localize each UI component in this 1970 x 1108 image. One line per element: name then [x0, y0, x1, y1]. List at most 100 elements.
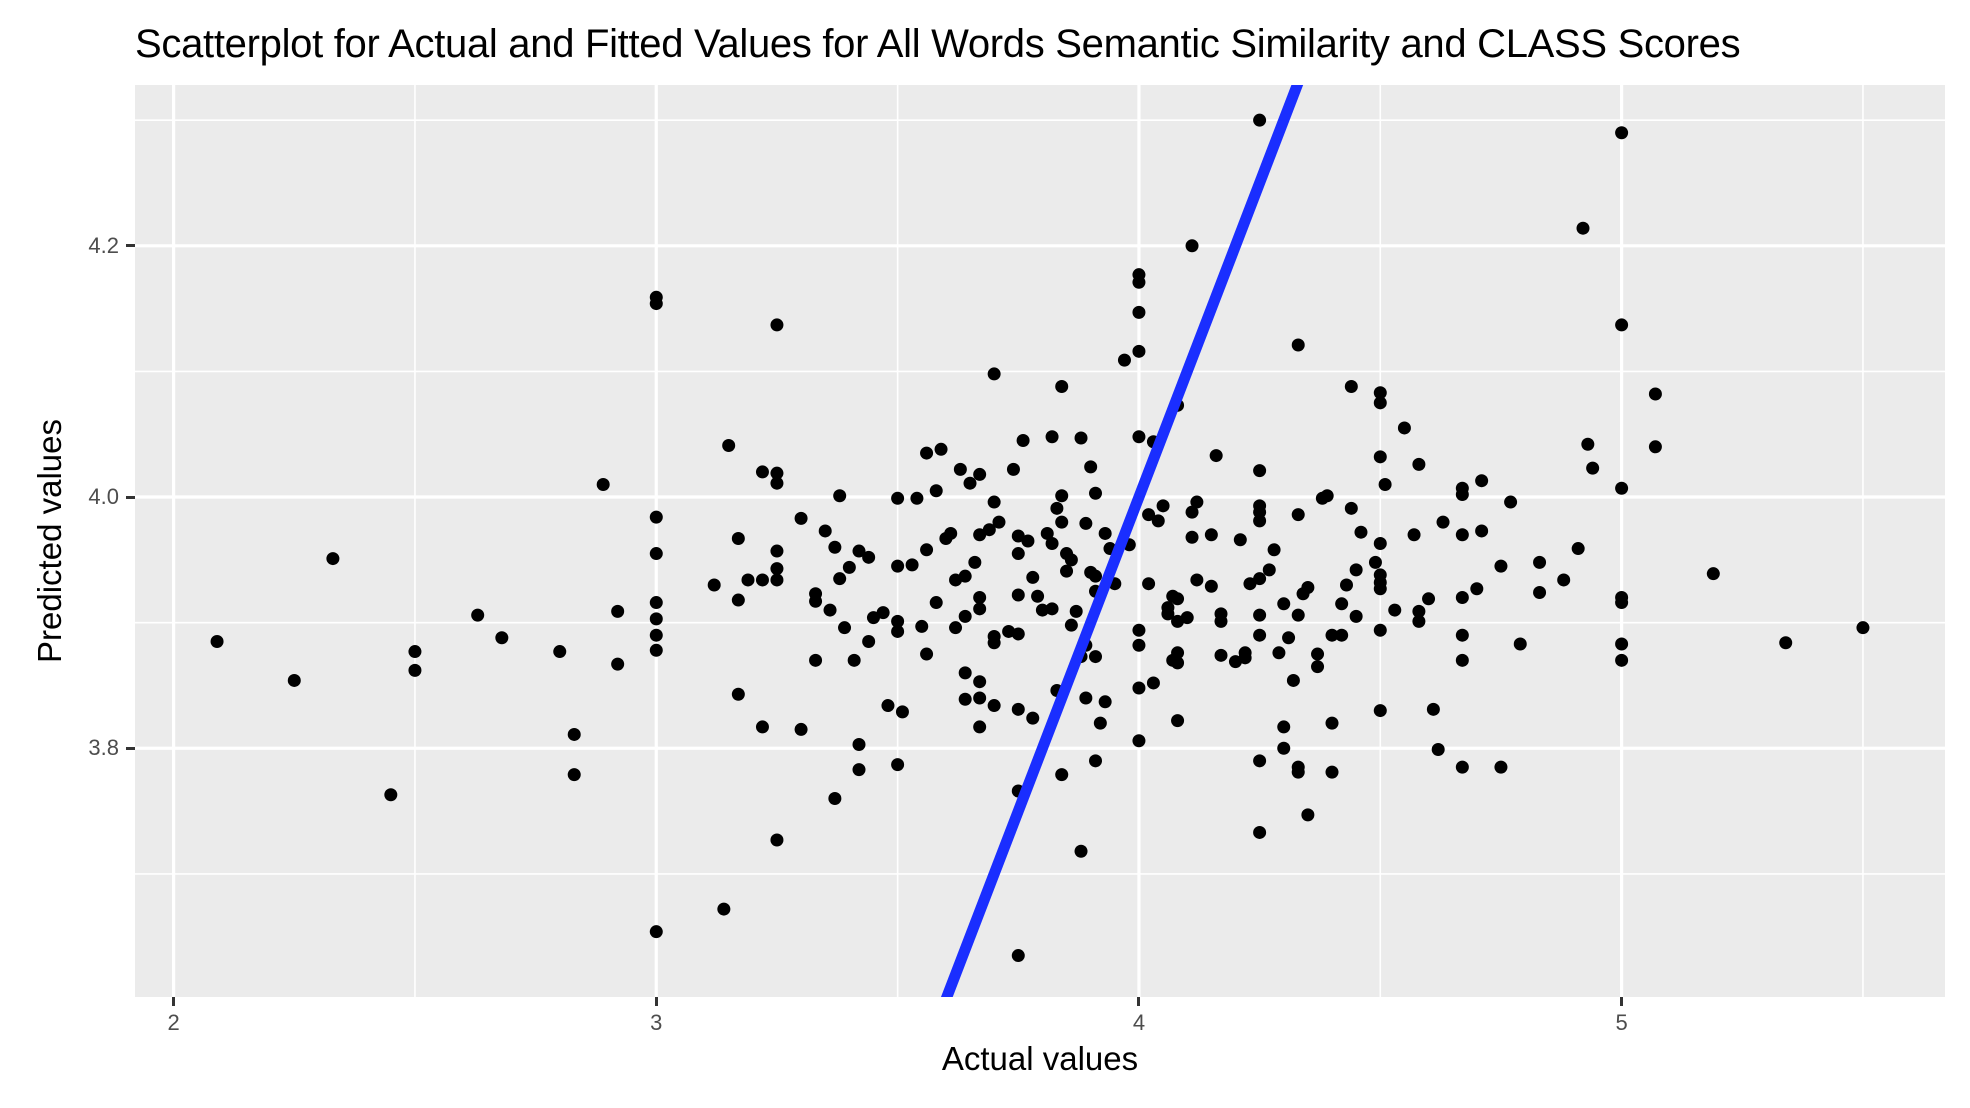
data-point — [847, 653, 861, 667]
data-point — [1436, 515, 1450, 529]
x-tick-mark — [1137, 997, 1141, 1006]
data-point — [770, 573, 784, 587]
data-point — [920, 543, 934, 557]
data-point — [1301, 580, 1315, 594]
data-point — [1291, 338, 1305, 352]
data-point — [770, 562, 784, 576]
y-tick-label: 3.8 — [88, 735, 119, 761]
data-point — [1185, 530, 1199, 544]
data-point — [1253, 825, 1267, 839]
data-point — [495, 631, 509, 645]
data-point — [1055, 515, 1069, 529]
data-point — [920, 647, 934, 661]
data-point — [1011, 949, 1025, 963]
data-point — [1171, 646, 1185, 660]
data-point — [731, 531, 745, 545]
data-point — [287, 673, 301, 687]
data-point — [770, 544, 784, 558]
data-point — [895, 705, 909, 719]
data-point — [1132, 430, 1146, 444]
data-point — [1253, 628, 1267, 642]
data-point — [1171, 656, 1185, 670]
data-point — [1286, 673, 1300, 687]
data-point — [1412, 604, 1426, 618]
data-point — [1132, 638, 1146, 652]
data-point — [852, 738, 866, 752]
data-point — [1089, 754, 1103, 768]
data-point — [1470, 582, 1484, 596]
data-point — [1132, 275, 1146, 289]
data-point — [862, 634, 876, 648]
data-point — [1475, 524, 1489, 538]
data-point — [1335, 597, 1349, 611]
data-point — [611, 604, 625, 618]
data-point — [973, 675, 987, 689]
data-point — [649, 547, 663, 561]
data-point — [1204, 528, 1218, 542]
data-point — [1576, 221, 1590, 235]
data-point — [987, 699, 1001, 713]
data-point — [1344, 501, 1358, 515]
data-point — [384, 788, 398, 802]
data-point — [707, 578, 721, 592]
data-point — [567, 727, 581, 741]
data-point — [770, 476, 784, 490]
data-point — [1412, 457, 1426, 471]
data-point — [1132, 681, 1146, 695]
data-point — [842, 560, 856, 574]
data-point — [1069, 604, 1083, 618]
data-point — [852, 544, 866, 558]
data-point — [1253, 464, 1267, 478]
data-point — [1089, 486, 1103, 500]
data-point — [1277, 720, 1291, 734]
data-point — [828, 792, 842, 806]
data-point — [1060, 564, 1074, 578]
data-point — [891, 624, 905, 638]
data-point — [949, 621, 963, 635]
data-point — [1190, 573, 1204, 587]
data-point — [934, 442, 948, 456]
data-point — [722, 439, 736, 453]
data-point — [1146, 676, 1160, 690]
y-tick-mark — [126, 746, 135, 750]
data-point — [649, 596, 663, 610]
data-point — [1533, 586, 1547, 600]
data-point — [1325, 765, 1339, 779]
data-point — [567, 768, 581, 782]
data-point — [1504, 495, 1518, 509]
data-point — [1045, 602, 1059, 616]
data-point — [1055, 489, 1069, 503]
data-point — [1045, 537, 1059, 551]
data-point — [973, 528, 987, 542]
data-point — [326, 552, 340, 566]
data-point — [770, 318, 784, 332]
data-point — [731, 687, 745, 701]
data-point — [1253, 754, 1267, 768]
plot-panel — [135, 85, 1945, 997]
data-point — [1455, 653, 1469, 667]
data-point — [1011, 529, 1025, 543]
data-point — [1282, 631, 1296, 645]
data-point — [1074, 844, 1088, 858]
data-point — [1006, 462, 1020, 476]
data-point — [818, 524, 832, 538]
data-point — [891, 491, 905, 505]
data-point — [1291, 508, 1305, 522]
data-point — [958, 692, 972, 706]
data-point — [596, 477, 610, 491]
data-point — [852, 763, 866, 777]
data-point — [649, 643, 663, 657]
data-point — [794, 722, 808, 736]
data-point — [987, 367, 1001, 381]
data-point — [833, 489, 847, 503]
data-point — [1055, 379, 1069, 393]
data-point — [1074, 431, 1088, 445]
data-point — [1339, 578, 1353, 592]
data-point — [862, 550, 876, 564]
data-point — [1079, 516, 1093, 530]
data-point — [1016, 434, 1030, 448]
data-point — [1204, 579, 1218, 593]
data-point — [1267, 543, 1281, 557]
data-point — [1648, 387, 1662, 401]
data-point — [1397, 421, 1411, 435]
